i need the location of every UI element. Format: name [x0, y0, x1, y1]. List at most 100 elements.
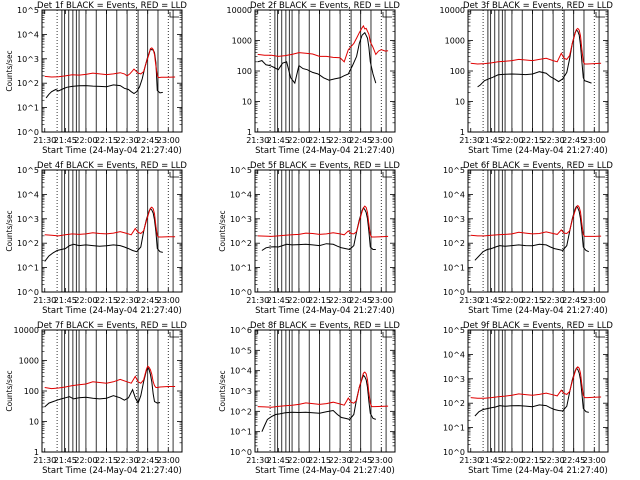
y-tick-label: 1 — [34, 448, 39, 457]
y-axis-label: Counts/sec — [5, 210, 14, 251]
x-tick-label: 21:30 — [246, 136, 269, 145]
lld-series-line — [44, 365, 176, 390]
x-tick-label: 22:00 — [500, 136, 523, 145]
x-tick-label: 22:30 — [542, 136, 565, 145]
y-axis-label: Counts/sec — [218, 370, 227, 411]
y-tick-label: 1000 — [232, 37, 252, 46]
x-tick-label: 22:45 — [349, 136, 372, 145]
panel-title: Det 7f BLACK = Events, RED = LLD — [37, 321, 187, 331]
y-tick-label: 10^2 — [230, 239, 252, 248]
x-tick-label: 23:00 — [370, 136, 393, 145]
y-tick-label: 10^1 — [443, 424, 465, 433]
y-tick-label: 10^2 — [230, 407, 252, 416]
y-tick-label: 10^4 — [17, 190, 39, 199]
y-tick-label: 10^2 — [17, 239, 39, 248]
y-tick-label: 100 — [450, 67, 465, 76]
x-tick-label: 22:30 — [116, 456, 139, 465]
plot-frame — [254, 169, 396, 293]
x-tick-label: 22:15 — [95, 136, 118, 145]
x-tick-label: 21:30 — [33, 136, 56, 145]
events-series-line — [474, 367, 589, 417]
x-tick-label: 22:00 — [287, 296, 310, 305]
y-tick-label: 10^3 — [443, 375, 465, 384]
y-axis-label: Counts/sec — [5, 370, 14, 411]
y-tick-label: 10^5 — [17, 166, 39, 175]
y-tick-label: 10 — [29, 418, 39, 427]
x-tick-label: 22:00 — [74, 296, 97, 305]
x-tick-label: 22:00 — [74, 456, 97, 465]
y-tick-label: 10000 — [227, 6, 252, 15]
events-series-line — [474, 205, 589, 261]
events-series-line — [44, 207, 163, 262]
x-tick-label: 22:15 — [308, 296, 331, 305]
y-tick-label: 10^0 — [17, 128, 39, 137]
corner-mark — [595, 12, 605, 18]
y-tick-label: 10^1 — [17, 104, 39, 113]
y-tick-label: 1 — [460, 128, 465, 137]
x-tick-label: 23:00 — [583, 456, 606, 465]
x-tick-label: 23:00 — [583, 136, 606, 145]
x-tick-label: 23:00 — [157, 456, 180, 465]
x-tick-label: 22:15 — [95, 456, 118, 465]
panel-title: Det 6f BLACK = Events, RED = LLD — [463, 161, 613, 171]
lld-series-line — [257, 205, 389, 238]
x-tick-label: 22:45 — [136, 296, 159, 305]
lld-series-line — [257, 371, 389, 408]
events-series-line — [44, 366, 161, 408]
x-tick-label: 22:30 — [329, 296, 352, 305]
x-tick-label: 22:45 — [562, 296, 585, 305]
y-tick-label: 10^1 — [230, 428, 252, 437]
x-tick-label: 21:30 — [459, 136, 482, 145]
y-tick-label: 1000 — [445, 37, 465, 46]
plot-frame — [467, 329, 609, 453]
x-tick-label: 21:45 — [54, 296, 77, 305]
panel-title: Det 5f BLACK = Events, RED = LLD — [250, 161, 400, 171]
x-tick-label: 22:30 — [329, 136, 352, 145]
x-tick-label: 21:30 — [33, 296, 56, 305]
y-tick-label: 10^5 — [443, 326, 465, 335]
x-axis-label: Start Time (24-May-04 21:27:40) — [255, 306, 395, 316]
x-tick-label: 22:30 — [116, 296, 139, 305]
x-tick-label: 22:00 — [74, 136, 97, 145]
x-axis-label: Start Time (24-May-04 21:27:40) — [468, 306, 608, 316]
x-tick-label: 22:15 — [308, 136, 331, 145]
y-tick-label: 10^3 — [443, 215, 465, 224]
x-tick-label: 21:45 — [267, 456, 290, 465]
y-tick-label: 100 — [24, 387, 39, 396]
x-tick-label: 22:00 — [287, 456, 310, 465]
x-tick-label: 22:15 — [308, 456, 331, 465]
y-tick-label: 10^5 — [230, 166, 252, 175]
x-tick-label: 21:30 — [459, 456, 482, 465]
x-tick-label: 21:30 — [459, 296, 482, 305]
plot-frame — [41, 9, 183, 133]
y-tick-label: 10^5 — [230, 346, 252, 355]
y-tick-label: 10^0 — [17, 288, 39, 297]
y-tick-label: 10 — [455, 98, 465, 107]
corner-mark — [595, 172, 605, 178]
y-tick-label: 10^0 — [230, 288, 252, 297]
events-series-line — [45, 48, 163, 99]
x-axis-label: Start Time (24-May-04 21:27:40) — [42, 146, 182, 156]
x-tick-label: 22:15 — [521, 136, 544, 145]
x-tick-label: 21:45 — [267, 296, 290, 305]
corner-mark — [169, 332, 179, 338]
x-tick-label: 22:45 — [562, 136, 585, 145]
x-tick-label: 21:30 — [246, 296, 269, 305]
y-tick-label: 10^1 — [17, 264, 39, 273]
x-axis-label: Start Time (24-May-04 21:27:40) — [255, 466, 395, 476]
corner-mark — [595, 332, 605, 338]
plot-frame — [254, 329, 396, 453]
x-tick-label: 21:45 — [480, 296, 503, 305]
y-tick-label: 10^4 — [230, 367, 252, 376]
y-tick-label: 10^4 — [230, 190, 252, 199]
y-tick-label: 10000 — [440, 6, 465, 15]
events-series-line — [257, 31, 377, 85]
x-axis-label: Start Time (24-May-04 21:27:40) — [468, 146, 608, 156]
y-tick-label: 1 — [247, 128, 252, 137]
x-axis-label: Start Time (24-May-04 21:27:40) — [255, 146, 395, 156]
